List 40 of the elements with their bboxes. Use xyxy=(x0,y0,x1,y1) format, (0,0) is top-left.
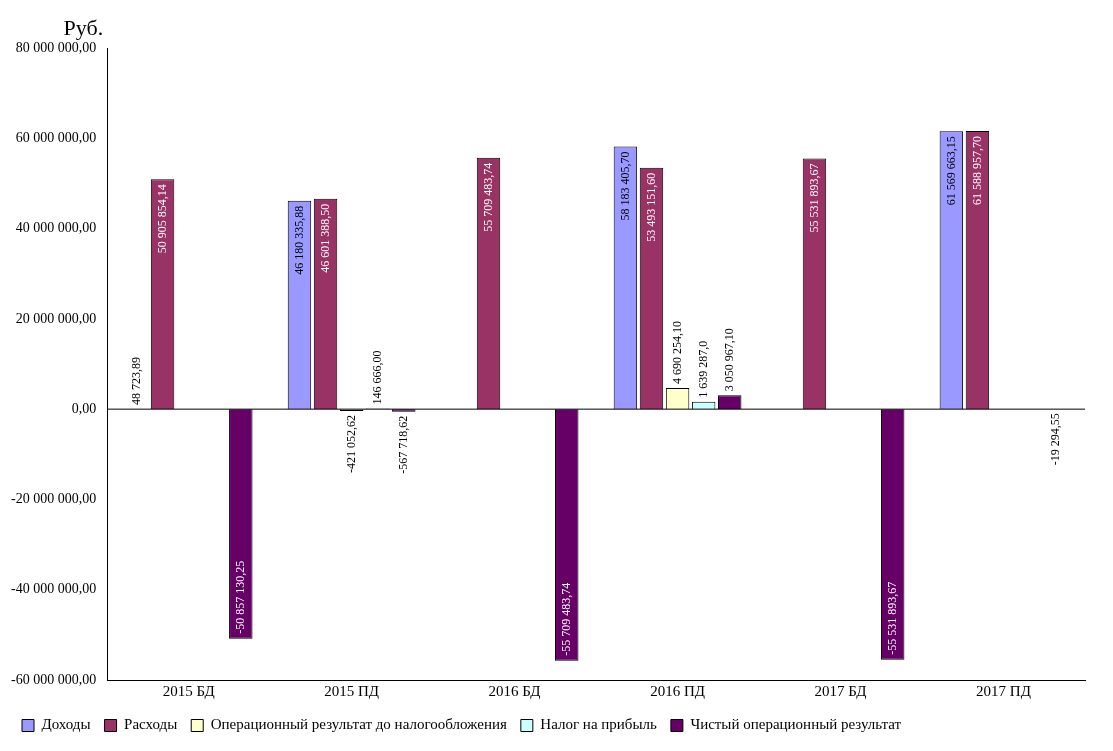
y-axis-title: Руб. xyxy=(63,14,104,40)
data-label: 55 709 483,74 xyxy=(480,162,495,232)
data-label: 46 180 335,88 xyxy=(291,205,306,275)
data-label: -50 857 130,25 xyxy=(232,560,247,634)
data-label: -55 709 483,74 xyxy=(558,582,573,656)
data-label: 55 531 893,67 xyxy=(806,163,821,233)
data-label: -421 052,62 xyxy=(343,415,358,474)
y-tick-label: 0,00 xyxy=(71,400,97,416)
data-label: 53 493 151,60 xyxy=(643,172,658,242)
data-label: 1 639 287,0 xyxy=(695,340,710,398)
data-label: -19 294,55 xyxy=(1047,413,1062,466)
legend-label: Операционный результат до налогообложения xyxy=(210,716,507,733)
x-tick-label: 2016 БД xyxy=(488,682,541,699)
data-label: 50 905 854,14 xyxy=(154,184,169,254)
data-label: 146 666,00 xyxy=(369,350,384,405)
data-label: 3 050 967,10 xyxy=(721,328,736,392)
y-tick-label: -40 000 000,00 xyxy=(10,581,97,597)
data-label: 61 569 663,15 xyxy=(943,136,958,206)
data-label: 4 690 254,10 xyxy=(669,320,684,384)
y-tick-label: 80 000 000,00 xyxy=(15,39,97,55)
x-tick-label: 2015 БД xyxy=(162,682,215,699)
x-tick-label: 2017 ПД xyxy=(976,682,1031,699)
data-label: 61 588 957,70 xyxy=(969,136,984,206)
y-tick-label: -60 000 000,00 xyxy=(10,671,97,687)
legend-label: Чистый операционный результат xyxy=(690,716,902,733)
x-tick-label: 2016 ПД xyxy=(650,682,705,699)
y-tick-label: 60 000 000,00 xyxy=(15,129,97,145)
data-label: 58 183 405,70 xyxy=(617,151,632,221)
y-tick-label: 40 000 000,00 xyxy=(15,220,97,236)
legend-label: Доходы xyxy=(41,716,91,733)
data-label: -567 718,62 xyxy=(395,415,410,474)
y-tick-label: 20 000 000,00 xyxy=(15,310,97,326)
x-tick-label: 2017 БД xyxy=(814,682,867,699)
y-tick-label: -20 000 000,00 xyxy=(10,491,97,507)
legend-label: Расходы xyxy=(124,716,178,733)
legend-label: Налог на прибыль xyxy=(540,716,658,733)
data-label: -55 531 893,67 xyxy=(884,581,899,655)
x-tick-label: 2015 ПД xyxy=(324,682,380,699)
data-label: 46 601 388,50 xyxy=(317,203,332,273)
data-label: 48 723,89 xyxy=(128,356,143,405)
